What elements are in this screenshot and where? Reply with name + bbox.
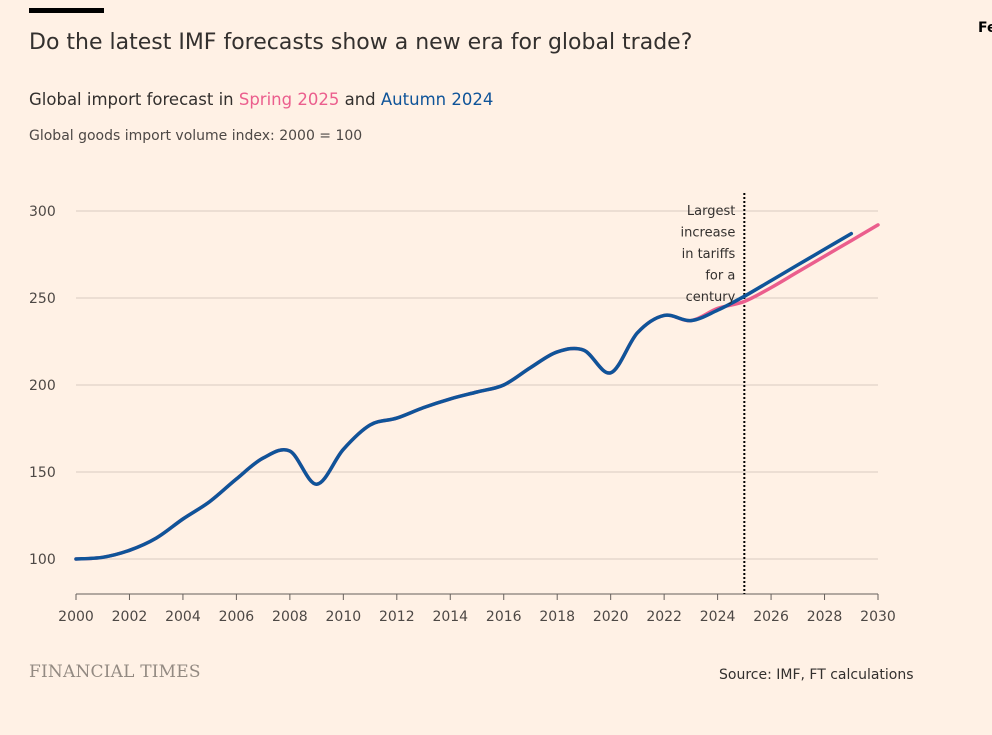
header-rule	[29, 8, 104, 13]
x-tick-label: 2026	[753, 609, 789, 625]
x-tick-label: 2002	[112, 609, 148, 625]
x-tick-label: 2004	[165, 609, 201, 625]
x-tick-label: 2000	[58, 609, 94, 625]
series-line-autumn-2024	[74, 231, 854, 561]
x-tick-label: 2008	[272, 609, 308, 625]
x-tick-label: 2030	[860, 609, 896, 625]
y-tick-label: 200	[29, 378, 56, 394]
x-tick-label: 2016	[486, 609, 522, 625]
annotation-text: for a	[705, 269, 735, 284]
annotation-text: increase	[681, 226, 736, 241]
legend-spring-2025: Spring 2025	[238, 90, 340, 109]
x-tick-label: 2012	[379, 609, 415, 625]
y-tick-label: 100	[29, 552, 56, 568]
x-tick-label: 2006	[219, 609, 255, 625]
annotation-text: Largest	[687, 204, 735, 219]
x-tick-label: 2010	[326, 609, 362, 625]
x-tick-label: 2022	[646, 609, 682, 625]
x-tick-label: 2024	[700, 609, 736, 625]
subtitle-prefix: Global import forecast in	[29, 90, 239, 109]
y-tick-label: 250	[29, 291, 56, 307]
legend-autumn-2024: Autumn 2024	[380, 90, 494, 109]
annotation-text: in tariffs	[682, 247, 736, 262]
x-tick-label: 2018	[539, 609, 575, 625]
y-tick-label: 300	[29, 204, 56, 220]
subtitle-and: and	[339, 90, 381, 109]
y-tick-label: 150	[29, 465, 56, 481]
chart-title: Do the latest IMF forecasts show a new e…	[29, 30, 693, 55]
annotation-text: century	[686, 290, 736, 305]
chart-subtitle: Global import forecast in Spring 2025 an…	[29, 90, 493, 109]
unit-label: Global goods import volume index: 2000 =…	[29, 128, 363, 144]
x-tick-label: 2020	[593, 609, 629, 625]
source-note: Source: IMF, FT calculations	[719, 667, 914, 683]
x-tick-label: 2028	[807, 609, 843, 625]
corner-label: Fe	[978, 20, 992, 36]
ft-logo: FINANCIAL TIMES	[29, 662, 201, 682]
x-tick-label: 2014	[432, 609, 468, 625]
